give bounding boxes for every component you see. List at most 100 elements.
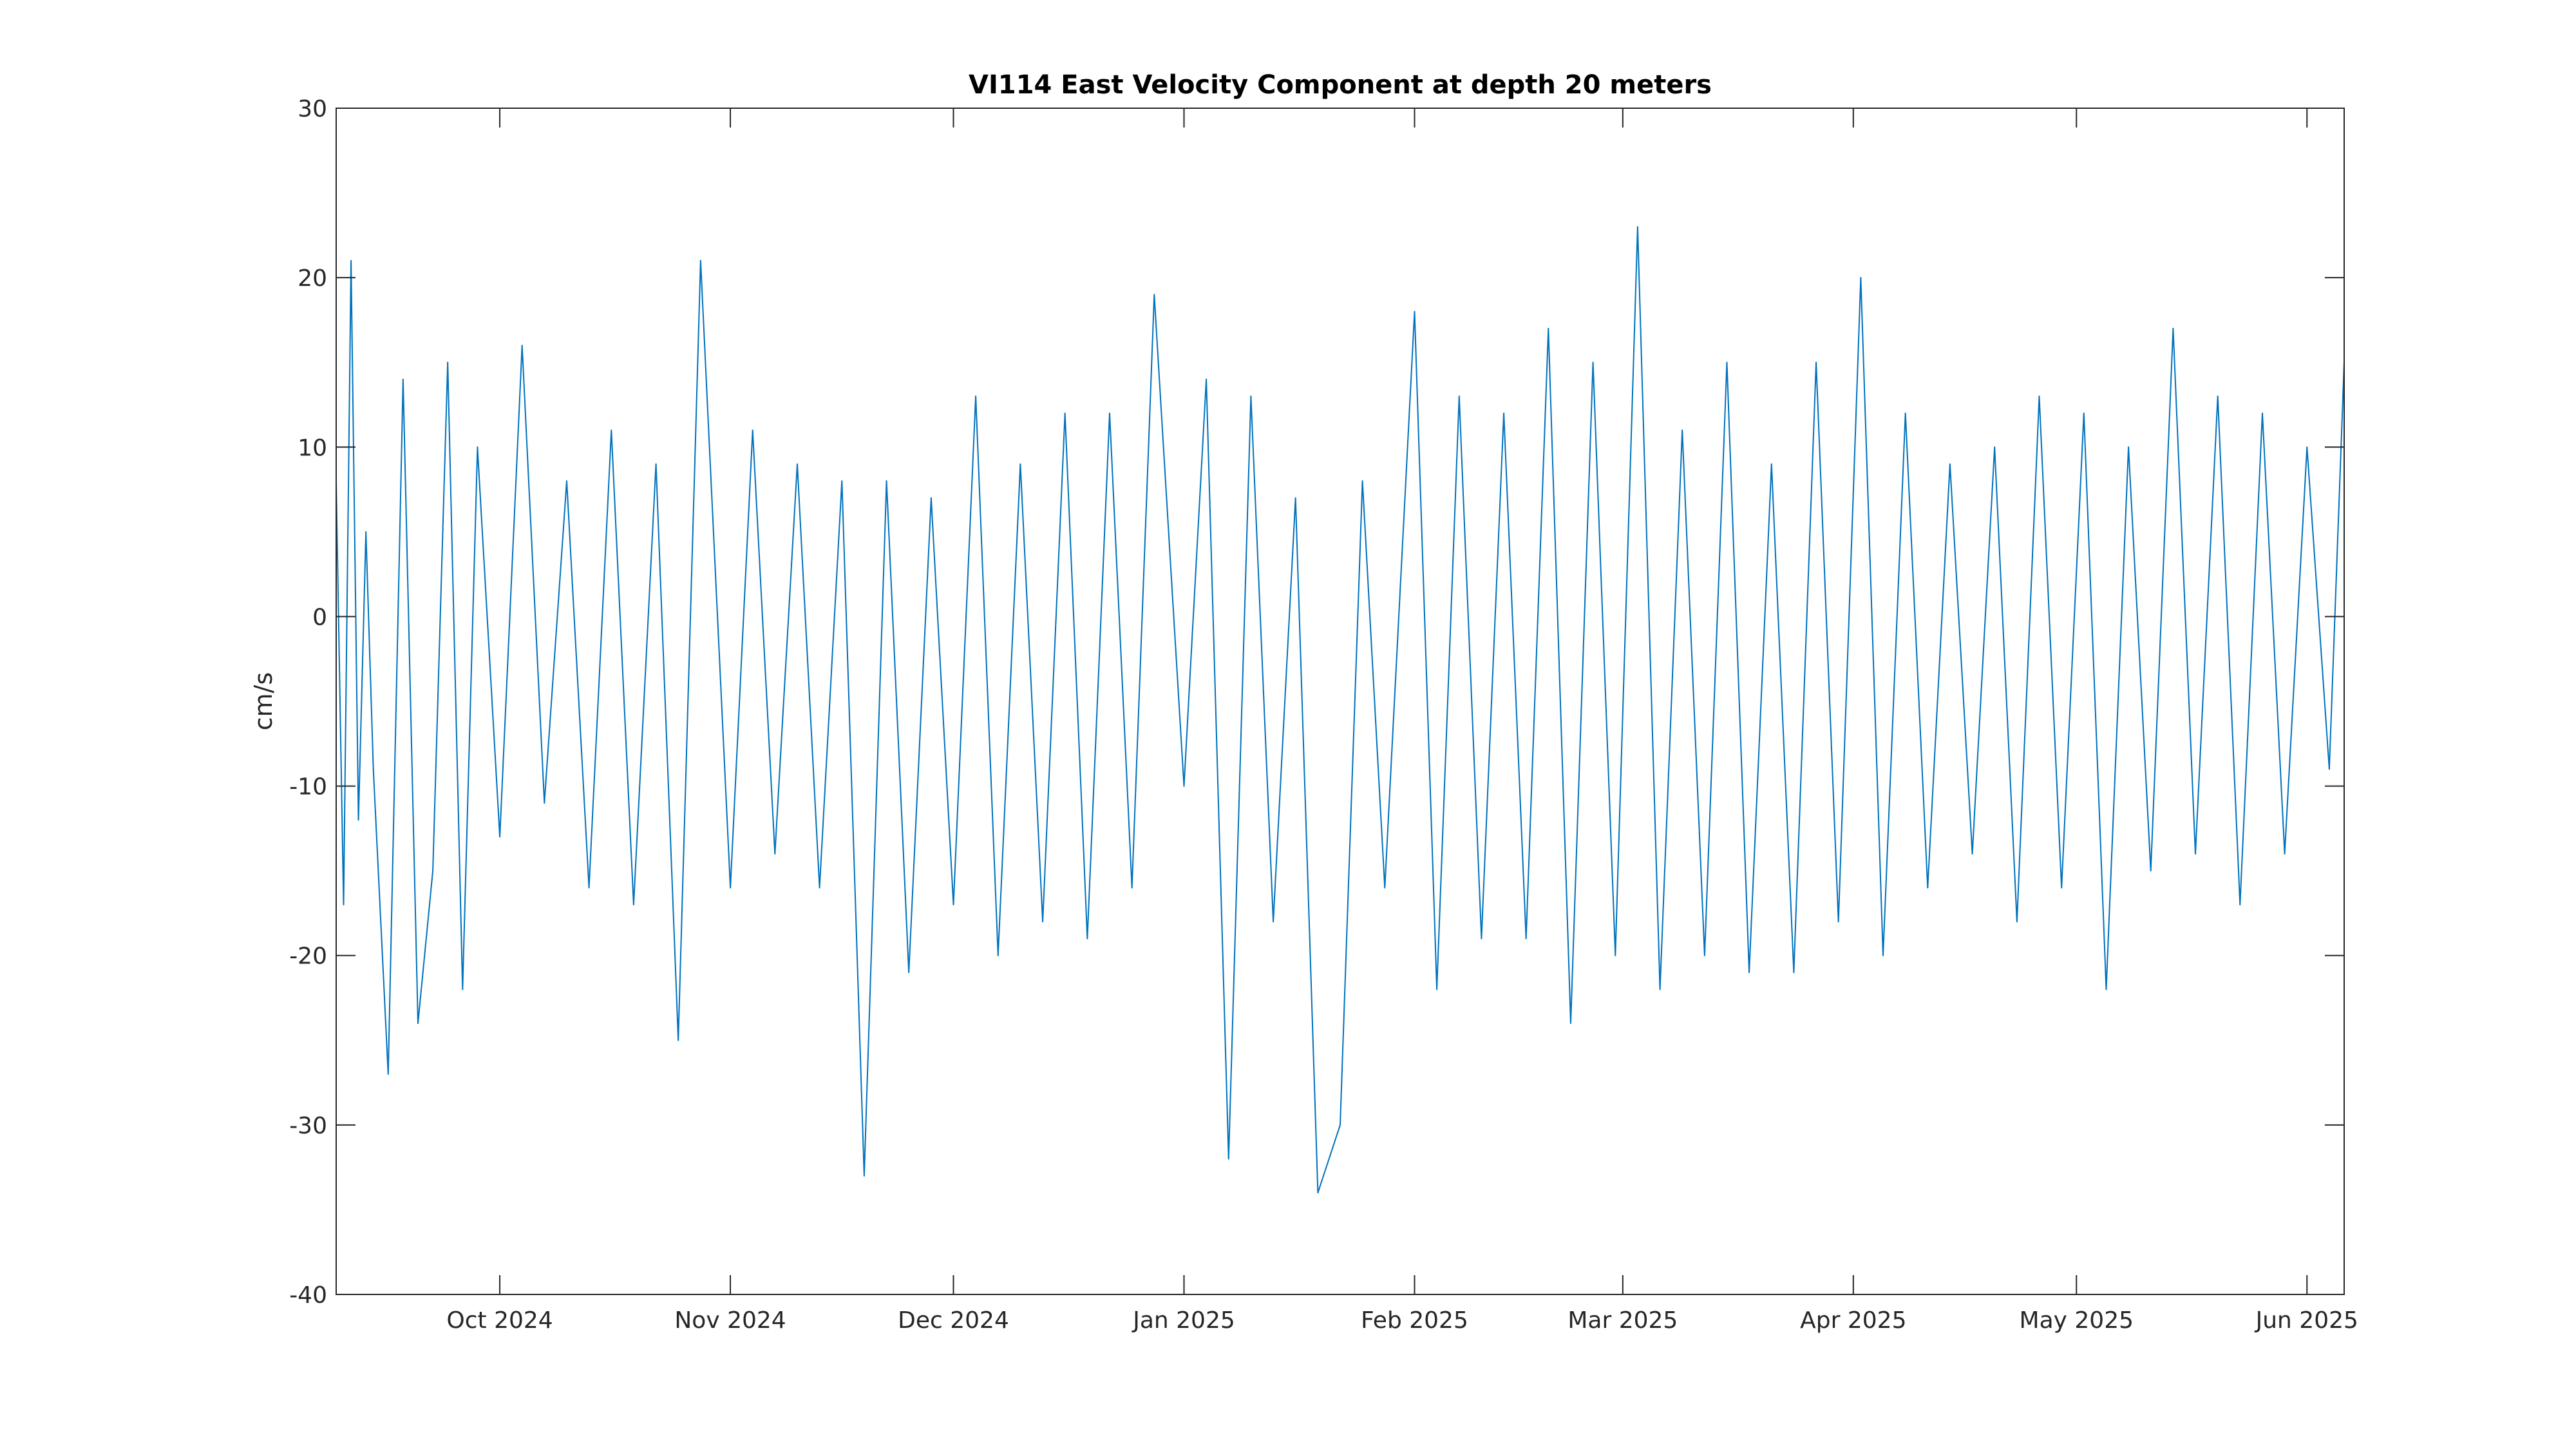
data-point bbox=[2083, 412, 2085, 414]
y-tick-label: 10 bbox=[298, 435, 327, 461]
data-point bbox=[2284, 853, 2286, 855]
data-point bbox=[1503, 412, 1505, 414]
data-point bbox=[930, 497, 932, 499]
data-point bbox=[677, 1039, 679, 1041]
x-tick-label: Jan 2025 bbox=[1132, 1307, 1235, 1334]
x-tick-label: May 2025 bbox=[2020, 1307, 2134, 1334]
x-tick-label: Oct 2024 bbox=[446, 1307, 553, 1334]
data-point bbox=[632, 904, 634, 905]
data-point bbox=[1770, 463, 1772, 465]
data-point bbox=[1294, 497, 1296, 499]
data-point bbox=[1525, 938, 1527, 940]
data-point bbox=[797, 463, 798, 465]
data-point bbox=[819, 887, 820, 889]
data-point bbox=[2239, 904, 2241, 905]
y-tick-label: 20 bbox=[298, 265, 327, 292]
data-point bbox=[1837, 921, 1839, 923]
data-point bbox=[1273, 921, 1274, 923]
data-layer bbox=[336, 226, 2345, 1194]
data-point bbox=[1414, 310, 1416, 312]
x-tick-label: Dec 2024 bbox=[898, 1307, 1009, 1334]
chart-title: VI114 East Velocity Component at depth 2… bbox=[969, 70, 1712, 100]
data-point bbox=[1131, 887, 1133, 889]
data-point bbox=[1436, 989, 1438, 990]
x-tick-label: Jun 2025 bbox=[2255, 1307, 2358, 1334]
data-point bbox=[1748, 972, 1750, 973]
data-point bbox=[1927, 887, 1929, 889]
data-point bbox=[1971, 853, 1973, 855]
data-point bbox=[2328, 768, 2330, 770]
data-point bbox=[2306, 446, 2308, 448]
data-point bbox=[1636, 226, 1638, 228]
data-point bbox=[417, 1023, 419, 1024]
data-point bbox=[357, 819, 359, 821]
data-point bbox=[1019, 463, 1021, 465]
x-tick-label: Mar 2025 bbox=[1567, 1307, 1678, 1334]
data-point bbox=[1703, 954, 1705, 956]
data-point bbox=[952, 904, 954, 905]
data-point bbox=[975, 395, 977, 397]
data-point bbox=[1949, 463, 1951, 465]
data-point bbox=[730, 887, 732, 889]
data-point bbox=[1793, 972, 1795, 973]
y-axis-label: cm/s bbox=[249, 672, 278, 731]
x-tick-label: Nov 2024 bbox=[674, 1307, 786, 1334]
data-point bbox=[1882, 954, 1884, 956]
data-point bbox=[372, 768, 374, 770]
data-point bbox=[343, 904, 345, 905]
data-point bbox=[1548, 328, 1549, 330]
data-point bbox=[1206, 379, 1208, 380]
data-point bbox=[588, 887, 590, 889]
data-point bbox=[566, 480, 567, 482]
data-point bbox=[863, 1175, 865, 1177]
data-point bbox=[2262, 412, 2263, 414]
data-point bbox=[1904, 412, 1906, 414]
data-point bbox=[1592, 361, 1594, 363]
data-point bbox=[2128, 446, 2130, 448]
data-point bbox=[2038, 395, 2040, 397]
data-point bbox=[655, 463, 657, 465]
data-point bbox=[432, 870, 434, 872]
data-point bbox=[886, 480, 887, 482]
data-point bbox=[1227, 1158, 1229, 1160]
y-tick-label: 0 bbox=[312, 604, 327, 630]
data-point bbox=[908, 972, 910, 973]
data-point bbox=[2195, 853, 2196, 855]
y-tick-label: -10 bbox=[289, 774, 327, 800]
data-point bbox=[365, 531, 367, 533]
data-point bbox=[521, 345, 523, 346]
data-point bbox=[1570, 1023, 1571, 1024]
x-axis-ticks: Oct 2024 Nov 2024 Dec 2024 Jan 2025 Feb 2025… bbox=[446, 108, 2358, 1334]
data-point bbox=[1153, 294, 1155, 296]
data-point bbox=[350, 260, 352, 261]
data-point bbox=[997, 954, 999, 956]
plot-frame bbox=[336, 108, 2345, 1295]
data-point bbox=[1860, 277, 1862, 279]
x-tick-label: Apr 2025 bbox=[1800, 1307, 1906, 1334]
data-point bbox=[1659, 989, 1661, 990]
data-point bbox=[752, 430, 753, 431]
x-tick-label: Feb 2025 bbox=[1361, 1307, 1468, 1334]
data-point bbox=[1994, 446, 1996, 448]
data-point bbox=[1384, 887, 1386, 889]
data-point bbox=[1681, 430, 1683, 431]
y-tick-label: 30 bbox=[298, 96, 327, 122]
data-point bbox=[1064, 412, 1066, 414]
data-point bbox=[1815, 361, 1817, 363]
data-point bbox=[1361, 480, 1363, 482]
data-point bbox=[1458, 395, 1460, 397]
data-point bbox=[699, 260, 701, 261]
data-point bbox=[1726, 361, 1728, 363]
data-point bbox=[1109, 412, 1110, 414]
y-tick-label: -30 bbox=[289, 1113, 327, 1139]
data-point bbox=[2150, 870, 2152, 872]
data-point bbox=[2016, 921, 2018, 923]
data-point bbox=[2105, 989, 2107, 990]
data-point bbox=[462, 989, 464, 990]
data-point bbox=[499, 836, 501, 838]
data-point bbox=[1340, 1124, 1341, 1126]
data-point bbox=[1183, 785, 1185, 787]
data-point bbox=[1250, 395, 1252, 397]
y-tick-label: -40 bbox=[289, 1282, 327, 1309]
